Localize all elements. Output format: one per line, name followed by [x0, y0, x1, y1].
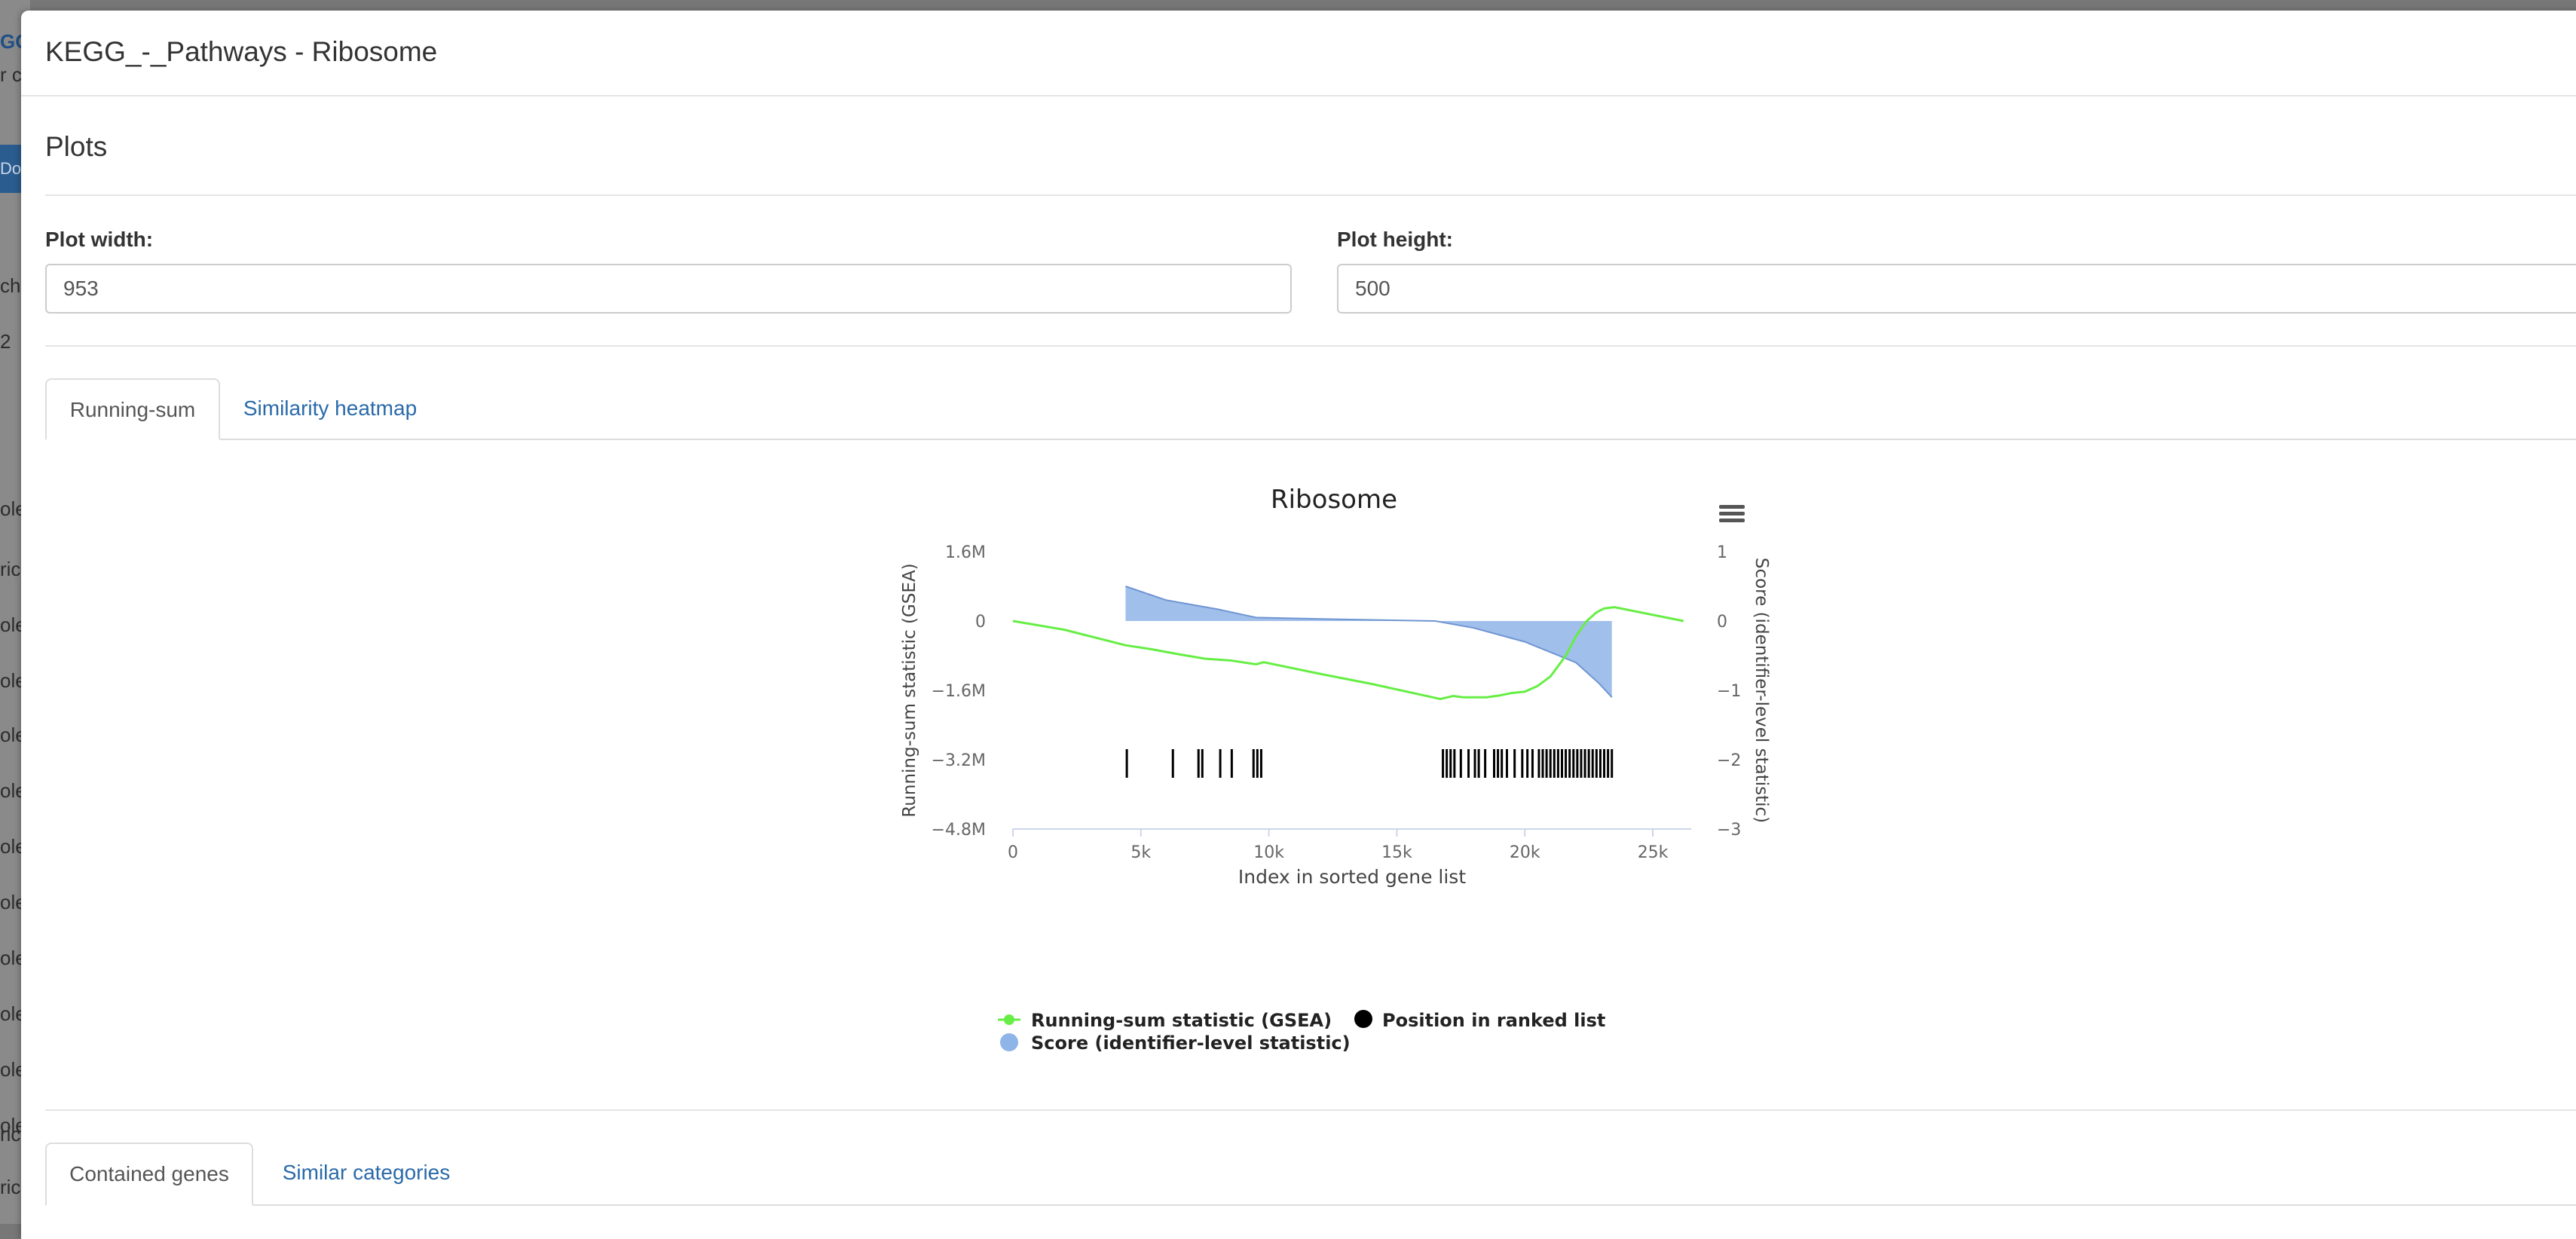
category-detail-modal: KEGG_-_Pathways - Ribosome Plots Plot wi…: [21, 11, 2576, 1239]
legend-position-label: Position in ranked list: [1382, 1010, 1605, 1031]
y-right-tick-label: −2: [1717, 751, 1741, 770]
legend-score-marker: [1000, 1033, 1018, 1051]
legend-position-marker: [1354, 1010, 1372, 1028]
plot-height-input[interactable]: [1337, 264, 2576, 314]
chart-title: Ribosome: [1271, 485, 1397, 515]
y-left-tick-label: −3.2M: [932, 751, 986, 770]
legend-running-sum-label: Running-sum statistic (GSEA): [1031, 1010, 1332, 1031]
plot-height-label: Plot height:: [1337, 228, 1453, 251]
x-tick-label: 20k: [1510, 843, 1540, 862]
tab-contained-genes[interactable]: Contained genes: [45, 1143, 253, 1206]
x-tick-label: 5k: [1130, 843, 1151, 862]
bg-text-fragment: r c: [0, 63, 22, 86]
chart-divider: [45, 1109, 2576, 1111]
x-tick-label: 0: [1008, 843, 1018, 862]
y-right-tick-label: −1: [1717, 682, 1741, 701]
bg-text-fragment: ricl: [0, 1123, 26, 1146]
y-right-tick-label: −3: [1717, 821, 1741, 840]
tab-similarity-heatmap[interactable]: Similarity heatmap: [243, 396, 418, 420]
inputs-divider: [45, 345, 2576, 347]
plots-heading: Plots: [45, 131, 108, 162]
y-right-tick-label: 1: [1717, 543, 1727, 562]
y-left-tick-label: −1.6M: [932, 682, 986, 701]
plot-width-label: Plot width:: [45, 228, 154, 251]
x-tick-label: 15k: [1381, 843, 1412, 862]
chart-svg: Ribosome 0 5k 10k 15k 20k 25k Index in sorted g…: [900, 485, 1771, 1054]
plot-tabs-baseline: [45, 439, 2576, 440]
y-right-tick-label: 0: [1717, 613, 1727, 632]
modal-title: KEGG_-_Pathways - Ribosome: [45, 36, 438, 67]
score-line: [1125, 586, 1613, 698]
legend-score-label: Score (identifier-level statistic): [1031, 1032, 1351, 1054]
x-axis-label: Index in sorted gene list: [1238, 866, 1466, 888]
x-tick-label: 10k: [1253, 843, 1284, 862]
chart-menu-icon[interactable]: [1717, 499, 1747, 529]
bottom-tabs-baseline: [45, 1204, 2576, 1206]
plots-divider: [45, 194, 2576, 196]
score-area: [1125, 586, 1612, 698]
y-left-tick-label: 0: [975, 613, 986, 632]
y-left-tick-label: 1.6M: [945, 543, 986, 562]
y-left-axis-label: Running-sum statistic (GSEA): [900, 563, 919, 817]
tab-running-sum[interactable]: Running-sum: [45, 378, 220, 440]
plot-width-input[interactable]: [45, 264, 1292, 314]
running-sum-chart: Ribosome 0 5k 10k 15k 20k 25k Index in sorted g…: [888, 472, 1792, 1075]
y-left-tick-label: −4.8M: [932, 821, 986, 840]
y-right-axis-label: Score (identifier-level statistic): [1751, 558, 1771, 823]
bg-text-fragment: ricl: [0, 558, 26, 580]
legend-running-sum-marker: [1004, 1014, 1014, 1025]
x-tick-label: 25k: [1638, 843, 1669, 862]
running-sum-line: [1012, 606, 1684, 701]
header-divider: [21, 95, 2576, 96]
tab-similar-categories[interactable]: Similar categories: [282, 1161, 451, 1184]
bg-text-fragment: 2: [0, 330, 11, 353]
bg-text-fragment: ricl: [0, 1176, 26, 1198]
